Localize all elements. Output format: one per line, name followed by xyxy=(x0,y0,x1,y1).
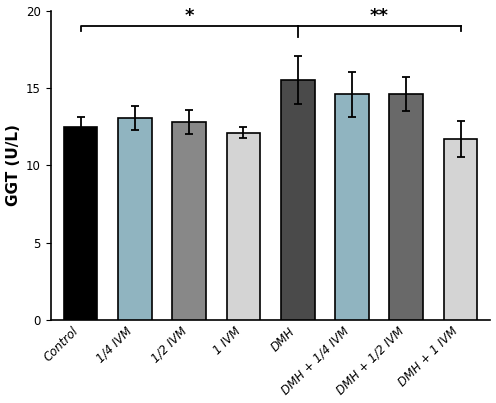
Bar xyxy=(227,133,260,320)
Bar xyxy=(335,94,369,320)
Y-axis label: GGT (U/L): GGT (U/L) xyxy=(5,124,20,206)
Bar xyxy=(444,139,478,320)
Bar xyxy=(118,118,152,320)
Bar xyxy=(64,127,97,320)
Text: *: * xyxy=(185,7,194,25)
Bar xyxy=(389,94,423,320)
Bar xyxy=(281,80,314,320)
Bar xyxy=(172,122,206,320)
Text: **: ** xyxy=(370,7,389,25)
